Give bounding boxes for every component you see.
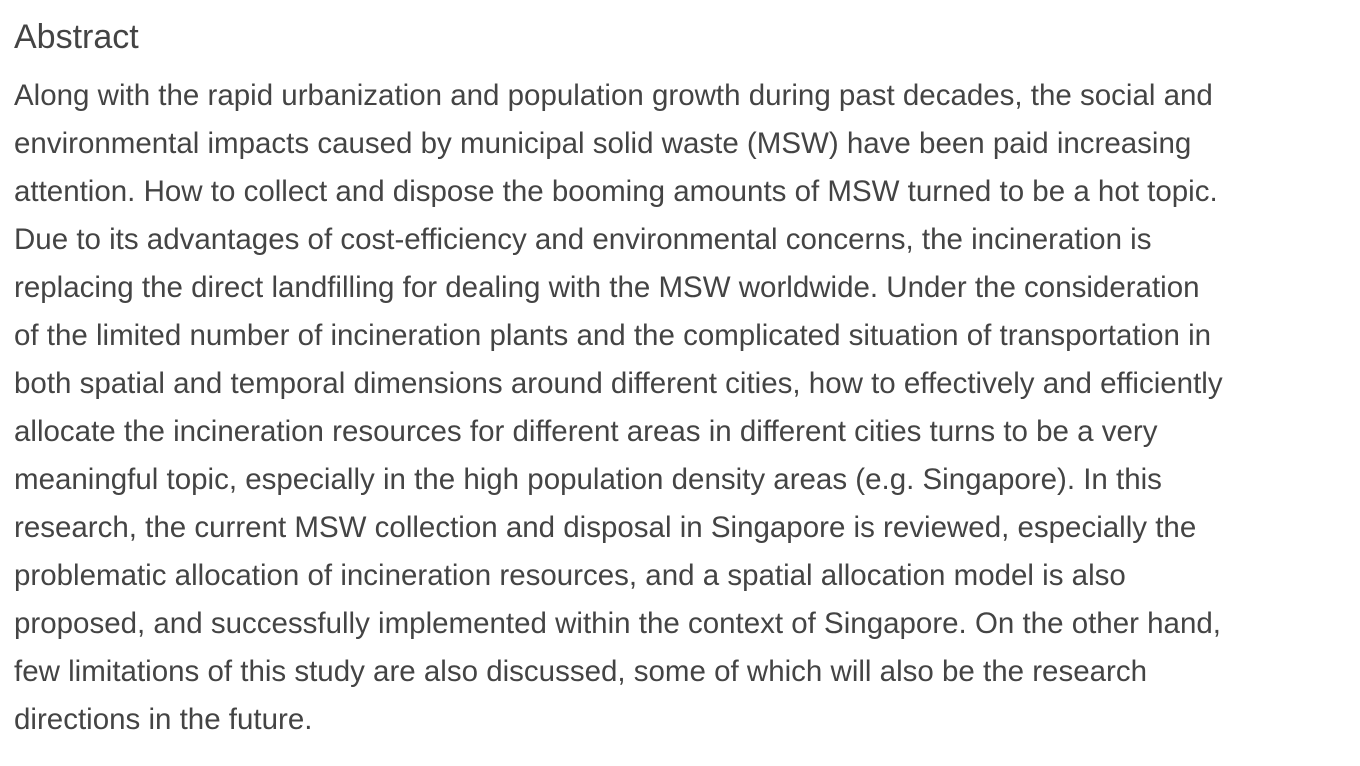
abstract-line: Due to its advantages of cost-efficiency…	[14, 223, 1152, 256]
abstract-line: directions in the future.	[14, 703, 313, 736]
abstract-line: allocate the incineration resources for …	[14, 415, 1158, 448]
abstract-line: few limitations of this study are also d…	[14, 655, 1147, 688]
abstract-line: both spatial and temporal dimensions aro…	[14, 367, 1223, 400]
abstract-line: research, the current MSW collection and…	[14, 511, 1197, 544]
abstract-line: Along with the rapid urbanization and po…	[14, 79, 1213, 112]
abstract-line: environmental impacts caused by municipa…	[14, 127, 1192, 160]
abstract-body: Along with the rapid urbanization and po…	[14, 72, 1346, 744]
abstract-line: of the limited number of incineration pl…	[14, 319, 1212, 352]
abstract-line: proposed, and successfully implemented w…	[14, 607, 1221, 640]
abstract-heading: Abstract	[14, 18, 139, 56]
abstract-section: Abstract Along with the rapid urbanizati…	[14, 18, 1346, 744]
abstract-line: meaningful topic, especially in the high…	[14, 463, 1162, 496]
abstract-line: attention. How to collect and dispose th…	[14, 175, 1218, 208]
abstract-line: problematic allocation of incineration r…	[14, 559, 1126, 592]
abstract-line: replacing the direct landfilling for dea…	[14, 271, 1200, 304]
